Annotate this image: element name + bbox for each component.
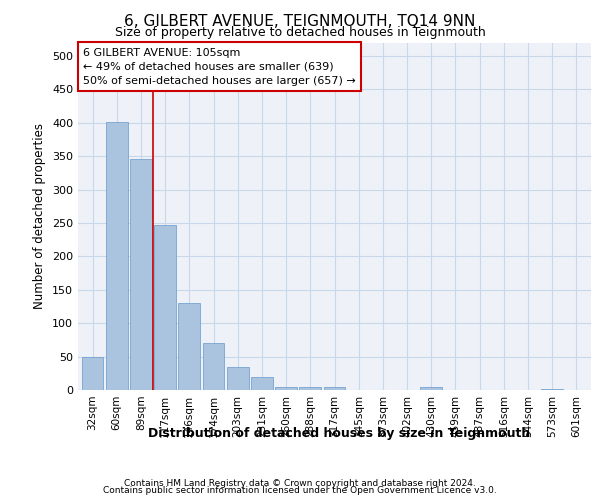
Bar xyxy=(251,376,273,390)
Text: Distribution of detached houses by size in Teignmouth: Distribution of detached houses by size … xyxy=(148,428,530,440)
Text: 6, GILBERT AVENUE, TEIGNMOUTH, TQ14 9NN: 6, GILBERT AVENUE, TEIGNMOUTH, TQ14 9NN xyxy=(124,14,476,29)
Text: Contains public sector information licensed under the Open Government Licence v3: Contains public sector information licen… xyxy=(103,486,497,495)
Bar xyxy=(154,225,176,390)
Bar xyxy=(227,366,248,390)
Bar xyxy=(421,386,442,390)
Bar xyxy=(203,343,224,390)
Text: Size of property relative to detached houses in Teignmouth: Size of property relative to detached ho… xyxy=(115,26,485,39)
Text: Contains HM Land Registry data © Crown copyright and database right 2024.: Contains HM Land Registry data © Crown c… xyxy=(124,478,476,488)
Bar xyxy=(541,388,563,390)
Bar xyxy=(106,122,128,390)
Bar xyxy=(178,303,200,390)
Text: 6 GILBERT AVENUE: 105sqm
← 49% of detached houses are smaller (639)
50% of semi-: 6 GILBERT AVENUE: 105sqm ← 49% of detach… xyxy=(83,48,356,86)
Bar xyxy=(82,356,103,390)
Y-axis label: Number of detached properties: Number of detached properties xyxy=(34,123,46,309)
Bar xyxy=(299,386,321,390)
Bar xyxy=(323,386,346,390)
Bar xyxy=(130,160,152,390)
Bar xyxy=(275,386,297,390)
